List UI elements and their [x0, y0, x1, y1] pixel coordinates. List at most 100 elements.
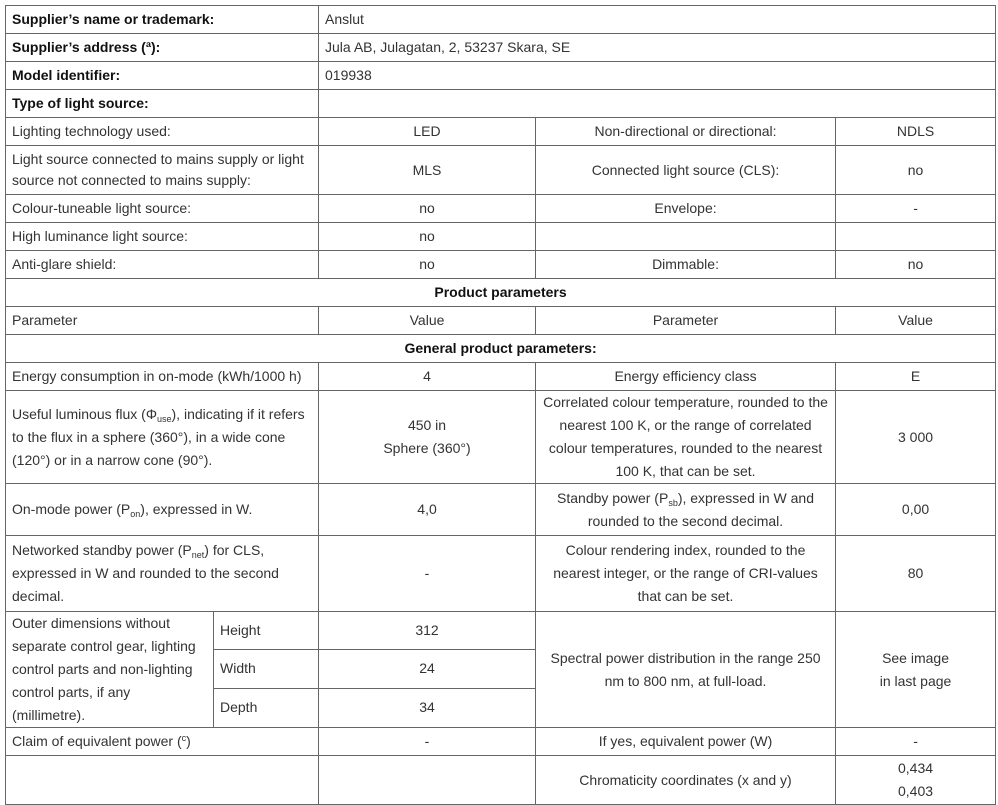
text: On-mode power (P [12, 501, 131, 517]
type-row: Type of light source: [4, 89, 997, 118]
value: no [318, 250, 537, 279]
table-row: Networked standby power (Pnet) for CLS, … [4, 535, 997, 612]
label: Energy efficiency class [535, 362, 837, 391]
text: Sphere (360°) [383, 440, 471, 456]
label: Supplier’s name or trademark: [4, 5, 320, 34]
dimensions-row: Width 24 [6, 648, 996, 689]
text: ) [186, 733, 191, 749]
product-information-table: Supplier’s name or trademark: Anslut Sup… [4, 5, 997, 805]
value: 019938 [318, 61, 997, 90]
value: 4 [318, 362, 537, 391]
empty-cell [318, 755, 537, 805]
value: no [835, 250, 997, 279]
text: Useful luminous flux (Φ [12, 405, 157, 422]
table-row: On-mode power (Pon), expressed in W. 4,0… [4, 483, 997, 536]
value: - [318, 727, 537, 756]
label: Anti-glare shield: [4, 250, 320, 279]
dimension-label: Width [212, 648, 320, 689]
table-row: Light source connected to mains supply o… [4, 145, 997, 195]
label: Spectral power distribution in the range… [535, 611, 837, 728]
table-row: Claim of equivalent power (c) - If yes, … [4, 727, 997, 756]
value: See image in last page [835, 611, 997, 728]
value [318, 89, 997, 118]
value: no [318, 222, 537, 251]
label: Energy consumption in on-mode (kWh/1000 … [4, 362, 320, 391]
supplier-name-row: Supplier’s name or trademark: Anslut [4, 5, 997, 34]
label: Colour rendering index, rounded to the n… [535, 535, 837, 612]
value: MLS [318, 145, 537, 195]
label: Envelope: [535, 194, 837, 223]
text: Claim of equivalent power ( [12, 733, 182, 749]
subscript: net [191, 550, 205, 560]
table-row: Useful luminous flux (Φuse), indicating … [4, 390, 997, 484]
value [835, 222, 997, 251]
table-row: Colour-tuneable light source: no Envelop… [4, 194, 997, 223]
label: Lighting technology used: [4, 117, 320, 146]
label: If yes, equivalent power (W) [535, 727, 837, 756]
text: 0,434 [898, 760, 934, 776]
section-title: General product parameters: [4, 334, 997, 363]
value: - [835, 727, 997, 756]
label: Networked standby power (Pnet) for CLS, … [4, 535, 320, 612]
text: 0,403 [898, 783, 934, 799]
column-header: Value [318, 306, 537, 335]
table-row: Energy consumption in on-mode (kWh/1000 … [4, 362, 997, 391]
table-row: Anti-glare shield: no Dimmable: no [4, 250, 997, 279]
empty-cell [4, 755, 320, 805]
label: Connected light source (CLS): [535, 145, 837, 195]
supplier-address-row: Supplier’s address (ª): Jula AB, Julagat… [4, 33, 997, 62]
text: in last page [879, 672, 952, 689]
dimension-value: 24 [318, 648, 537, 689]
value: 450 in Sphere (360°) [318, 390, 537, 484]
label: Standby power (Psb), expressed in W and … [535, 483, 837, 536]
subscript: on [130, 509, 141, 519]
text: See image [882, 649, 949, 666]
value: 0,00 [835, 483, 997, 536]
text: ), expressed in W and rounded to the sec… [587, 489, 814, 529]
value: no [835, 145, 997, 195]
table-row: Chromaticity coordinates (x and y) 0,434… [4, 755, 997, 805]
label: Outer dimensions without separate contro… [5, 611, 214, 728]
label [535, 222, 837, 251]
section-title: Product parameters [4, 278, 997, 307]
label: Correlated colour temperature, rounded t… [535, 390, 837, 484]
text: Networked standby power (P [12, 542, 192, 558]
superscript: c [181, 733, 187, 743]
column-header: Parameter [535, 306, 837, 335]
label: High luminance light source: [4, 222, 320, 251]
value: LED [318, 117, 537, 146]
label: Type of light source: [4, 89, 320, 118]
column-header: Parameter [4, 306, 320, 335]
value: 0,434 0,403 [835, 755, 997, 805]
column-header: Value [835, 306, 997, 335]
section-header: General product parameters: [4, 334, 997, 363]
text: 450 in [407, 417, 447, 433]
model-row: Model identifier: 019938 [4, 61, 997, 90]
value: E [835, 362, 997, 391]
text: ) for CLS, expressed in W and rounded to… [12, 542, 279, 604]
dimension-value: 312 [318, 611, 537, 650]
label: Claim of equivalent power (c) [4, 727, 320, 756]
label: Supplier’s address (ª): [4, 33, 320, 62]
value: NDLS [835, 117, 997, 146]
subscript: sb [668, 497, 678, 508]
label: Model identifier: [4, 61, 320, 90]
label: Useful luminous flux (Φuse), indicating … [4, 390, 320, 484]
section-header: Product parameters [4, 278, 997, 307]
dimensions-row: Outer dimensions without separate contro… [5, 611, 997, 728]
label: Dimmable: [535, 250, 837, 279]
value: 4,0 [318, 483, 537, 536]
dimension-value: 34 [318, 687, 537, 729]
value: - [835, 194, 997, 223]
value: no [318, 194, 537, 223]
table-row: Lighting technology used: LED Non-direct… [4, 117, 997, 146]
value: 3 000 [835, 390, 997, 484]
subscript: use [157, 413, 172, 424]
label: On-mode power (Pon), expressed in W. [4, 483, 320, 536]
dimensions-row: Depth 34 [6, 687, 996, 729]
text: ), indicating if it refers to the flux i… [12, 405, 305, 468]
dimension-label: Depth [212, 687, 320, 729]
value: 80 [835, 535, 997, 612]
label: Chromaticity coordinates (x and y) [535, 755, 837, 805]
label: Non-directional or directional: [535, 117, 837, 146]
